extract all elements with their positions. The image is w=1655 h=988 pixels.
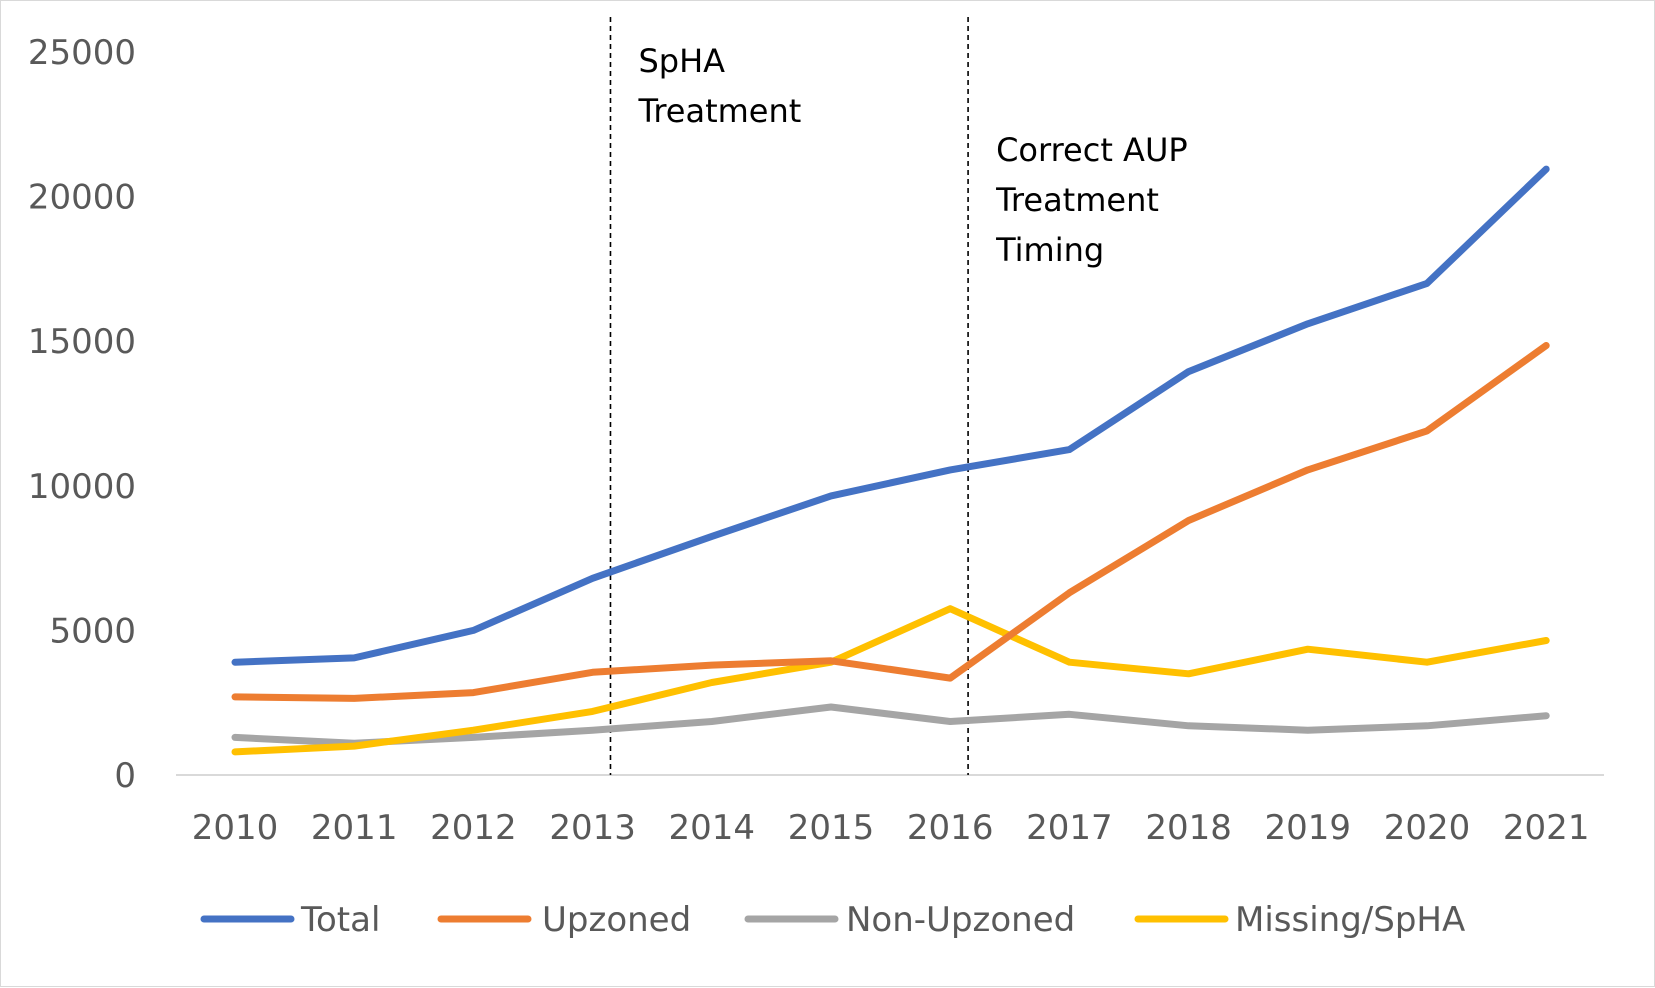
y-tick-label: 15000	[28, 322, 136, 362]
series-lines	[231, 165, 1550, 756]
x-tick-label: 2014	[669, 808, 756, 848]
x-tick-label: 2020	[1384, 808, 1471, 848]
x-tick-label: 2013	[549, 808, 636, 848]
x-tick-label: 2015	[788, 808, 875, 848]
x-tick-label: 2017	[1026, 808, 1113, 848]
x-tick-label: 2016	[907, 808, 994, 848]
legend-label: Upzoned	[542, 900, 691, 940]
annotation-text: SpHA	[638, 42, 725, 80]
series-line-missing-spha	[231, 605, 1550, 756]
annotation-text: Correct AUP	[996, 131, 1188, 169]
axes: 0 5000 10000 15000 20000 25000 2010 2011 2012 201…	[28, 33, 1604, 848]
x-tick-label: 2012	[430, 808, 517, 848]
series-line-non-upzoned	[231, 703, 1550, 747]
x-tick-label: 2021	[1503, 808, 1590, 848]
y-tick-label: 25000	[28, 33, 136, 73]
y-tick-label: 5000	[49, 611, 136, 651]
y-tick-label: 10000	[28, 467, 136, 507]
y-tick-label: 20000	[28, 178, 136, 218]
x-tick-label: 2018	[1145, 808, 1232, 848]
legend-label: Total	[300, 900, 380, 940]
annotation-text: Treatment	[637, 92, 801, 130]
annotation-text: Treatment	[995, 181, 1159, 219]
series-line-total	[231, 165, 1550, 666]
legend: Total Upzoned Non-Upzoned Missing/SpHA	[200, 900, 1465, 940]
reference-lines	[609, 17, 969, 775]
annotation-text: Timing	[995, 231, 1104, 269]
x-tick-label: 2010	[192, 808, 279, 848]
x-tick-label: 2011	[311, 808, 398, 848]
x-tick-label: 2019	[1265, 808, 1352, 848]
legend-label: Missing/SpHA	[1235, 900, 1465, 940]
annotations: SpHA Treatment Correct AUP Treatment Timing	[637, 42, 1187, 269]
legend-label: Non-Upzoned	[846, 900, 1075, 940]
series-line-upzoned	[231, 342, 1550, 702]
y-tick-label: 0	[114, 756, 136, 796]
